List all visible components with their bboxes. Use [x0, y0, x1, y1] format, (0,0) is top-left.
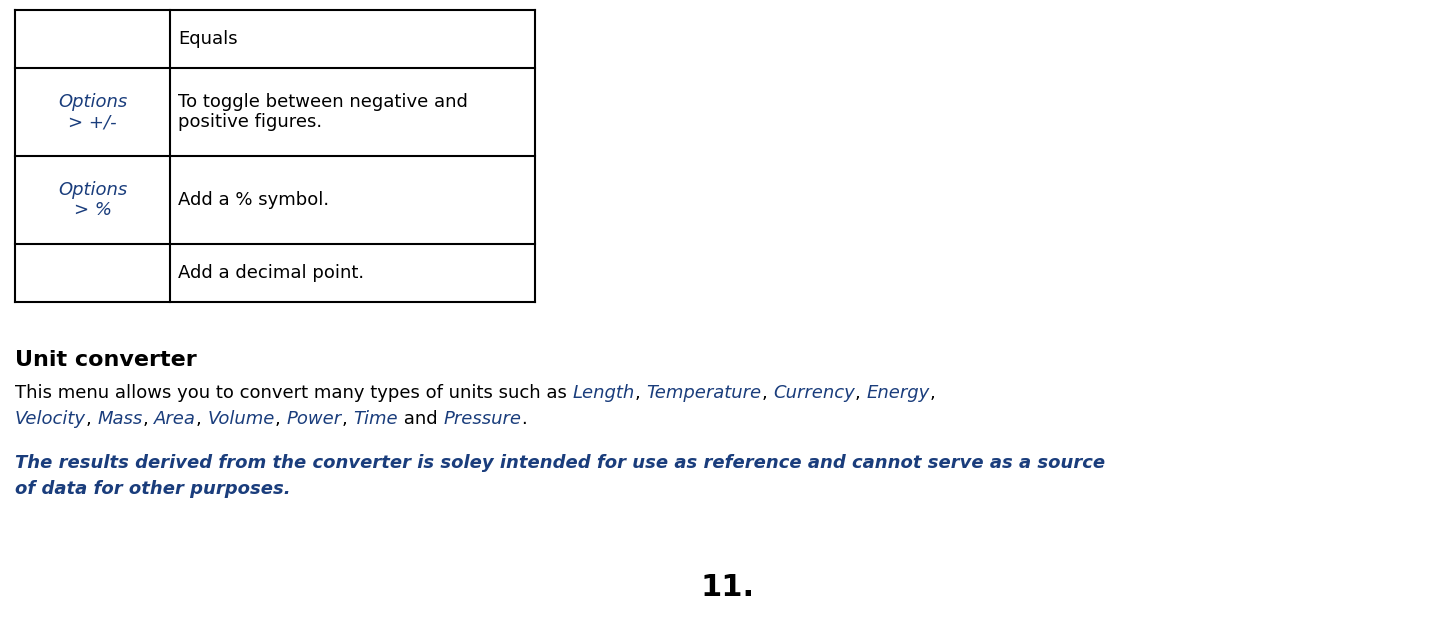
Text: ,: ,	[634, 384, 646, 402]
Text: Power: Power	[287, 410, 342, 428]
Text: ,: ,	[930, 384, 936, 402]
Text: Mass: Mass	[97, 410, 143, 428]
Text: Currency: Currency	[773, 384, 854, 402]
Text: Temperature: Temperature	[646, 384, 761, 402]
Text: and: and	[397, 410, 444, 428]
Text: ,: ,	[196, 410, 208, 428]
Text: .: .	[521, 410, 527, 428]
Text: Add a decimal point.: Add a decimal point.	[178, 264, 364, 282]
Text: Volume: Volume	[208, 410, 275, 428]
Text: Options
> +/-: Options > +/-	[58, 92, 127, 131]
Text: ,: ,	[143, 410, 154, 428]
Text: Options
> %: Options > %	[58, 180, 127, 219]
Text: Velocity: Velocity	[15, 410, 86, 428]
Text: The results derived from the converter is soley intended for use as reference an: The results derived from the converter i…	[15, 454, 1106, 472]
Text: ,: ,	[275, 410, 287, 428]
Text: To toggle between negative and
positive figures.: To toggle between negative and positive …	[178, 92, 469, 131]
Text: ,: ,	[854, 384, 866, 402]
Text: Equals: Equals	[178, 30, 237, 48]
Text: Pressure: Pressure	[444, 410, 521, 428]
Text: ,: ,	[86, 410, 97, 428]
Text: Add a % symbol.: Add a % symbol.	[178, 191, 329, 209]
Text: Energy: Energy	[866, 384, 930, 402]
Text: of data for other purposes.: of data for other purposes.	[15, 480, 291, 498]
Text: 11.: 11.	[700, 573, 755, 602]
Text: Length: Length	[573, 384, 634, 402]
Text: ,: ,	[342, 410, 354, 428]
Text: ,: ,	[761, 384, 773, 402]
Text: Time: Time	[354, 410, 397, 428]
Text: This menu allows you to convert many types of units such as: This menu allows you to convert many typ…	[15, 384, 573, 402]
Text: Unit converter: Unit converter	[15, 350, 196, 370]
Text: Area: Area	[154, 410, 196, 428]
